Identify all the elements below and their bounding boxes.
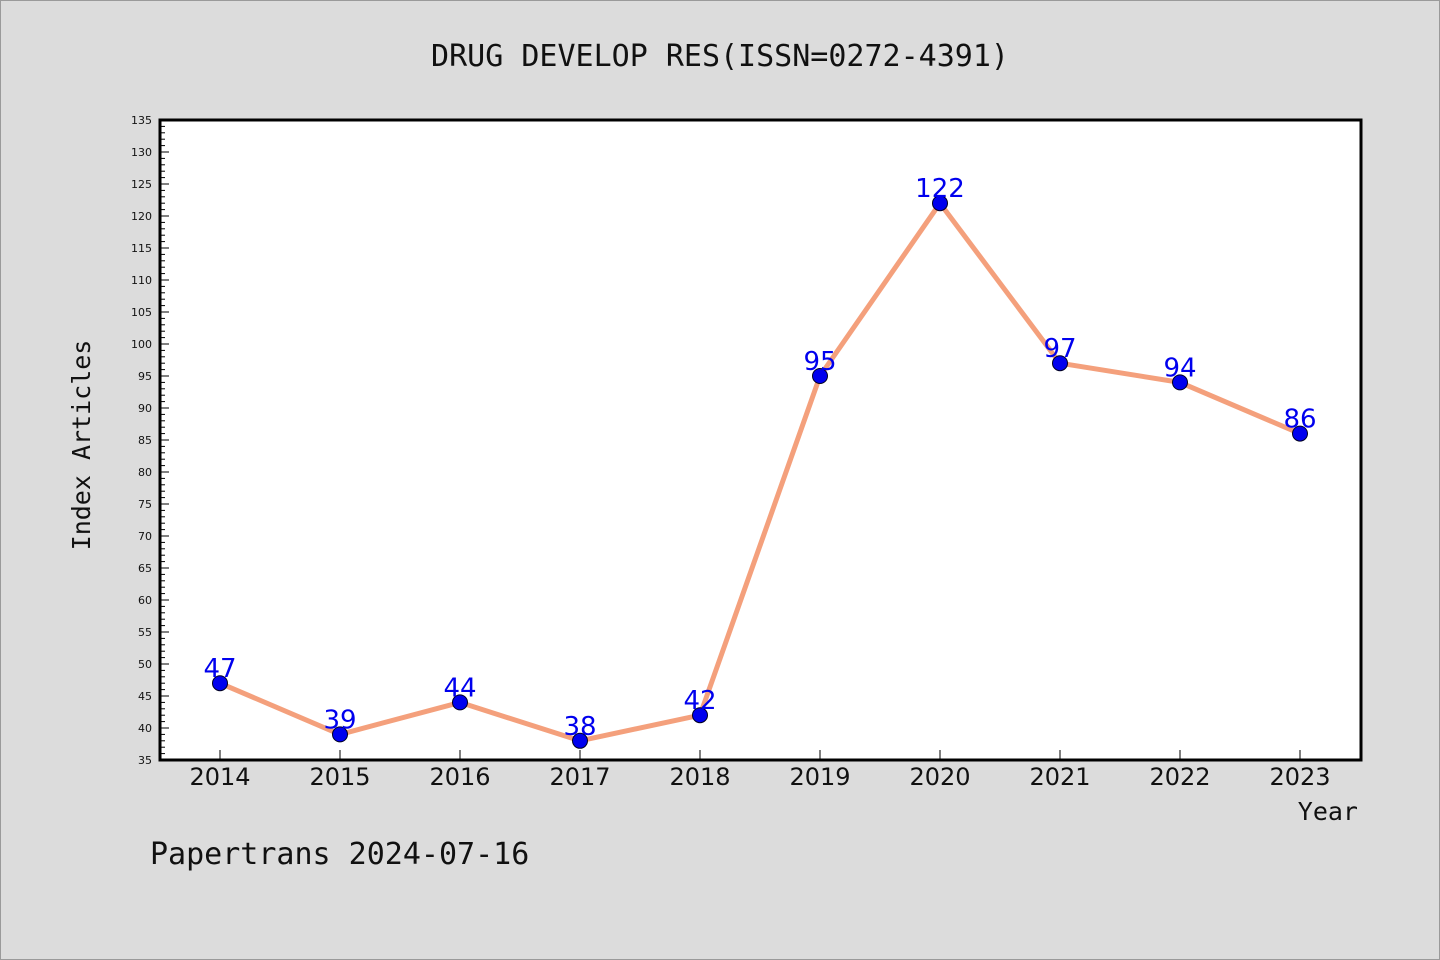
data-label: 39 bbox=[323, 705, 356, 735]
x-tick-label: 2022 bbox=[1149, 763, 1210, 791]
x-tick-label: 2021 bbox=[1029, 763, 1090, 791]
x-tick-label: 2023 bbox=[1269, 763, 1330, 791]
data-label: 122 bbox=[915, 174, 965, 204]
data-label: 95 bbox=[803, 347, 836, 377]
y-axis-label: Index Articles bbox=[67, 340, 96, 551]
data-label: 97 bbox=[1043, 334, 1076, 364]
y-tick-label: 45 bbox=[138, 690, 152, 703]
y-tick-label: 70 bbox=[138, 530, 152, 543]
plot-area bbox=[160, 120, 1361, 760]
x-tick-label: 2018 bbox=[669, 763, 730, 791]
data-point bbox=[452, 694, 468, 711]
y-tick-label: 50 bbox=[138, 658, 152, 671]
x-tick-label: 2015 bbox=[309, 763, 370, 791]
data-labels: 47 39 44 38 42 95 122 97 94 86 bbox=[203, 174, 1316, 742]
y-tick-label: 90 bbox=[138, 402, 152, 415]
y-tick-label: 110 bbox=[131, 274, 152, 287]
data-label: 94 bbox=[1163, 353, 1196, 383]
x-tick-label: 2014 bbox=[189, 763, 250, 791]
data-point bbox=[692, 707, 708, 724]
data-label: 86 bbox=[1283, 405, 1316, 435]
y-tick-label: 130 bbox=[131, 146, 152, 159]
chart-title: DRUG DEVELOP RES(ISSN=0272-4391) bbox=[431, 39, 1009, 74]
data-point bbox=[812, 368, 828, 384]
series-line bbox=[217, 200, 1303, 744]
data-point bbox=[1292, 425, 1308, 442]
data-series bbox=[212, 195, 1308, 749]
footer-text: Papertrans 2024-07-16 bbox=[150, 837, 529, 872]
y-tick-label: 80 bbox=[138, 466, 152, 479]
y-tick-label: 105 bbox=[131, 306, 152, 319]
data-label: 38 bbox=[563, 712, 596, 742]
y-tick-label: 35 bbox=[138, 754, 152, 767]
y-tick-label: 95 bbox=[138, 370, 152, 383]
y-tick-label: 65 bbox=[138, 562, 152, 575]
y-tick-label: 55 bbox=[138, 626, 152, 639]
x-tick-label: 2020 bbox=[909, 763, 970, 791]
plot-border bbox=[158, 118, 1363, 762]
x-tick-label: 2016 bbox=[429, 763, 490, 791]
x-tick-label: 2017 bbox=[549, 763, 610, 791]
x-axis: 2014 2015 2016 2017 2018 2019 2020 2021 2022 2023 bbox=[189, 750, 1331, 791]
y-tick-label: 75 bbox=[138, 498, 152, 511]
data-point bbox=[932, 195, 948, 212]
y-tick-label: 115 bbox=[131, 242, 152, 255]
y-tick-label: 100 bbox=[131, 338, 152, 351]
y-tick-label: 135 bbox=[131, 114, 152, 127]
y-axis: 35 40 45 50 55 60 65 70 75 80 85 90 95 100 105 110 115 12… bbox=[131, 114, 169, 767]
y-tick-label: 60 bbox=[138, 594, 152, 607]
y-tick-label: 40 bbox=[138, 722, 152, 735]
data-label: 42 bbox=[683, 686, 716, 716]
data-label: 44 bbox=[443, 673, 476, 703]
data-point bbox=[1052, 355, 1068, 372]
y-tick-label: 85 bbox=[138, 434, 152, 447]
data-point bbox=[212, 675, 228, 692]
y-tick-label: 125 bbox=[131, 178, 152, 191]
data-label: 47 bbox=[203, 654, 236, 684]
data-point bbox=[1172, 374, 1188, 391]
x-axis-label: Year bbox=[1298, 797, 1358, 826]
data-point bbox=[332, 726, 348, 743]
data-point bbox=[572, 732, 588, 749]
y-tick-label: 120 bbox=[131, 210, 152, 223]
x-tick-label: 2019 bbox=[789, 763, 850, 791]
